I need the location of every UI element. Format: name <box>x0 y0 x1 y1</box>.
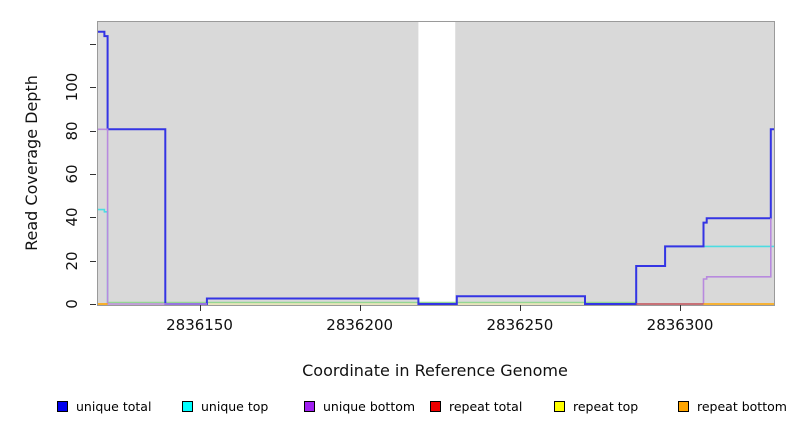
legend-label: repeat total <box>449 398 523 414</box>
y-tick-label: 60 <box>63 164 81 184</box>
x-tick-label: 2836150 <box>166 316 233 334</box>
x-tick-label: 2836250 <box>486 316 554 334</box>
x-tick-label: 2836200 <box>326 316 394 334</box>
legend-label: unique bottom <box>323 398 416 414</box>
missing-data-band <box>418 22 456 305</box>
series-line-unique-total <box>98 30 774 305</box>
legend-label: unique top <box>201 398 269 414</box>
legend-item: unique bottom <box>304 398 416 414</box>
x-axis-title: Coordinate in Reference Genome <box>302 361 568 380</box>
y-tick <box>90 43 96 45</box>
series-line-unique-bottom <box>702 218 772 304</box>
legend-label: repeat bottom <box>697 398 787 414</box>
legend-item: repeat bottom <box>678 398 787 414</box>
legend-swatch-icon <box>182 400 193 412</box>
y-tick <box>90 217 96 219</box>
y-tick <box>90 260 96 262</box>
legend-swatch-icon <box>57 400 68 412</box>
legend-swatch-icon <box>678 400 689 412</box>
y-tick <box>90 173 96 175</box>
x-tick-label: 2836300 <box>646 316 714 334</box>
series-line-unique-bottom <box>98 128 207 305</box>
y-tick <box>90 304 96 305</box>
plot-lines-svg <box>98 22 774 305</box>
y-tick-label: 40 <box>63 207 81 227</box>
series-line-unique-top <box>635 245 774 304</box>
y-tick <box>90 130 96 132</box>
legend-item: unique top <box>182 398 269 414</box>
y-tick-label: 80 <box>63 120 81 141</box>
legend-swatch-icon <box>304 400 315 412</box>
y-tick-label: 20 <box>63 251 81 271</box>
plot-panel <box>97 21 775 306</box>
legend-item: repeat top <box>554 398 639 414</box>
x-tick <box>680 305 682 311</box>
y-tick-label: 100 <box>63 72 81 102</box>
y-tick <box>90 87 96 89</box>
legend-label: repeat top <box>573 398 639 414</box>
legend-item: repeat total <box>430 398 523 414</box>
x-tick <box>519 305 521 311</box>
series-line-unique-top <box>98 208 109 304</box>
x-tick <box>359 305 361 311</box>
legend-label: unique total <box>76 398 152 414</box>
y-axis-title: Read Coverage Depth <box>22 75 41 251</box>
legend-swatch-icon <box>430 400 441 412</box>
x-tick <box>199 305 201 311</box>
legend-swatch-icon <box>554 400 565 412</box>
legend-item: unique total <box>57 398 152 414</box>
y-tick-label: 0 <box>63 299 81 309</box>
